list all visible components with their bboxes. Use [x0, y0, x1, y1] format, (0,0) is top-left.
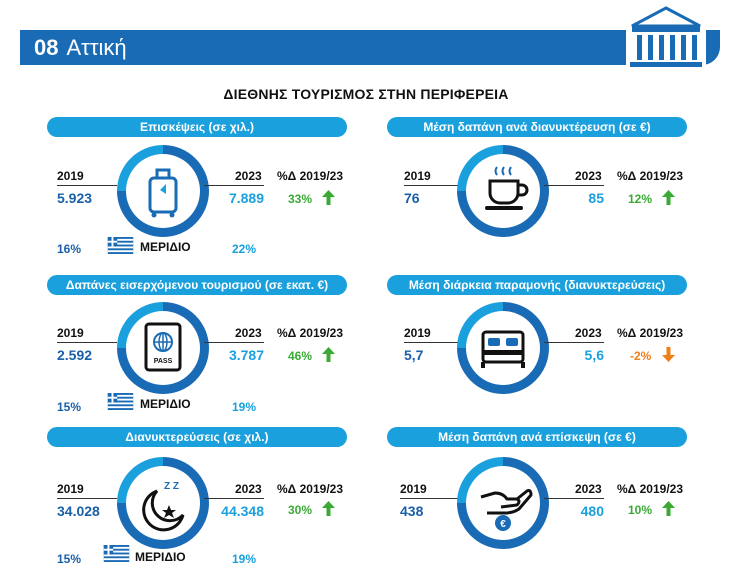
- panel-spend-per-visit: Μέση δαπάνη ανά επίσκεψη (σε €) 2019 438…: [387, 427, 687, 577]
- panel-inbound-spend: Δαπάνες εισερχόμενου τουρισμού (σε εκατ.…: [47, 275, 347, 425]
- divider: [544, 185, 604, 186]
- greek-flag-icon: [107, 237, 134, 254]
- panel-title: Μέση διάρκεια παραμονής (διανυκτερεύσεις…: [387, 275, 687, 295]
- pct-value: 10%: [628, 503, 653, 517]
- pct-label: %Δ 2019/23: [617, 482, 684, 496]
- greek-flag-icon: [107, 393, 134, 410]
- arrow-up-icon: [662, 501, 675, 516]
- euro-text: €: [500, 519, 506, 530]
- value-b: 7.889: [228, 190, 264, 206]
- arrow-up-icon: [322, 190, 335, 205]
- year-a: 2019: [57, 326, 84, 340]
- divider: [404, 342, 464, 343]
- year-a: 2019: [404, 326, 431, 340]
- panel-title: Μέση δαπάνη ανά επίσκεψη (σε €): [387, 427, 687, 447]
- value-b: 3.787: [228, 347, 264, 363]
- ring: [117, 145, 209, 237]
- value-a: 34.028: [57, 503, 100, 519]
- pct-label: %Δ 2019/23: [277, 482, 344, 496]
- divider: [204, 342, 264, 343]
- share-label: ΜΕΡΙΔΙΟ: [140, 240, 191, 254]
- ring: PASS: [117, 302, 209, 394]
- pct-label: %Δ 2019/23: [277, 326, 344, 340]
- panel-spend-per-night: Μέση δαπάνη ανά διανυκτέρευση (σε €) 201…: [387, 117, 687, 267]
- year-a: 2019: [57, 482, 84, 496]
- divider: [544, 498, 604, 499]
- arrow-up-icon: [322, 347, 335, 362]
- share-a: 16%: [57, 242, 82, 256]
- year-a: 2019: [400, 482, 427, 496]
- divider: [544, 342, 604, 343]
- year-a: 2019: [404, 169, 431, 183]
- year-b: 2023: [575, 169, 602, 183]
- year-b: 2023: [575, 326, 602, 340]
- value-b: 85: [588, 190, 604, 206]
- value-a: 5.923: [57, 190, 93, 206]
- value-b: 5,6: [584, 347, 604, 363]
- ring: [457, 145, 549, 237]
- region-header: 08 Αττική: [20, 4, 720, 72]
- pct-label: %Δ 2019/23: [617, 326, 684, 340]
- year-a: 2019: [57, 169, 84, 183]
- ring: €: [457, 457, 549, 549]
- ring: [457, 302, 549, 394]
- pct-value: 46%: [288, 349, 313, 363]
- value-a: 438: [400, 503, 424, 519]
- share-b: 19%: [232, 400, 257, 414]
- panel-visits: Επισκέψεις (σε χιλ.) 2019 5.923 2023 7.8…: [47, 117, 347, 267]
- divider: [400, 498, 460, 499]
- share-a: 15%: [57, 400, 82, 414]
- year-b: 2023: [575, 482, 602, 496]
- share-b: 22%: [232, 242, 257, 256]
- arrow-up-icon: [322, 501, 335, 516]
- bed-icon: [481, 330, 525, 368]
- pct-value: 30%: [288, 503, 313, 517]
- value-b: 480: [580, 503, 604, 519]
- panel-overnight-stays: Διανυκτερεύσεις (σε χιλ.) 2019 34.028 Z …: [47, 427, 347, 577]
- value-a: 5,7: [404, 347, 424, 363]
- moon-sleep-icon: Z Z: [142, 481, 185, 532]
- passport-icon: PASS: [144, 322, 182, 372]
- value-b: 44.348: [221, 503, 264, 519]
- divider: [57, 498, 117, 499]
- pct-value: 33%: [288, 192, 313, 206]
- divider: [57, 342, 117, 343]
- pct-label: %Δ 2019/23: [617, 169, 684, 183]
- divider: [204, 498, 264, 499]
- panel-title: Διανυκτερεύσεις (σε χιλ.): [47, 427, 347, 447]
- region-name: Αττική: [66, 34, 127, 60]
- arrow-up-icon: [662, 190, 675, 205]
- share-label: ΜΕΡΙΔΙΟ: [140, 397, 191, 411]
- value-a: 2.592: [57, 347, 93, 363]
- panel-title: Δαπάνες εισερχόμενου τουρισμού (σε εκατ.…: [47, 275, 347, 295]
- year-b: 2023: [235, 169, 262, 183]
- pct-value: -2%: [630, 349, 652, 363]
- year-b: 2023: [235, 326, 262, 340]
- year-b: 2023: [235, 482, 262, 496]
- greek-flag-icon: [103, 545, 130, 562]
- share-a: 15%: [57, 552, 82, 566]
- suitcase-icon: [148, 168, 178, 218]
- passport-text: PASS: [154, 358, 173, 365]
- divider: [57, 185, 117, 186]
- arrow-down-icon: [662, 347, 675, 362]
- divider: [204, 185, 264, 186]
- ring: Z Z: [117, 457, 209, 549]
- share-b: 19%: [232, 552, 257, 566]
- value-a: 76: [404, 190, 420, 206]
- building-icon: [626, 4, 706, 72]
- sleep-text: Z Z: [164, 481, 179, 492]
- panel-length-of-stay: Μέση διάρκεια παραμονής (διανυκτερεύσεις…: [387, 275, 687, 425]
- page-title: ΔΙΕΘΝΗΣ ΤΟΥΡΙΣΜΟΣ ΣΤΗΝ ΠΕΡΙΦΕΡΕΙΑ: [223, 86, 509, 102]
- panel-title: Επισκέψεις (σε χιλ.): [47, 117, 347, 137]
- divider: [404, 185, 464, 186]
- coffee-cup-icon: [485, 166, 529, 210]
- section-number: 08: [34, 34, 59, 60]
- pct-value: 12%: [628, 192, 653, 206]
- hand-euro-icon: €: [480, 489, 533, 531]
- pct-label: %Δ 2019/23: [277, 169, 344, 183]
- share-label: ΜΕΡΙΔΙΟ: [135, 550, 186, 564]
- panel-title: Μέση δαπάνη ανά διανυκτέρευση (σε €): [387, 117, 687, 137]
